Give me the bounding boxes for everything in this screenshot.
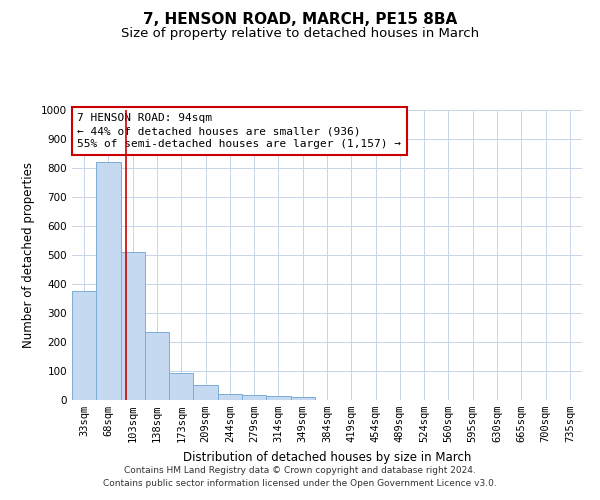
Bar [242,395,266,400]
Text: Size of property relative to detached houses in March: Size of property relative to detached ho… [121,28,479,40]
Bar [72,291,96,400]
Bar [266,396,290,400]
Bar [96,162,121,400]
Bar [290,397,315,400]
Text: 7, HENSON ROAD, MARCH, PE15 8BA: 7, HENSON ROAD, MARCH, PE15 8BA [143,12,457,28]
Text: Contains HM Land Registry data © Crown copyright and database right 2024.
Contai: Contains HM Land Registry data © Crown c… [103,466,497,487]
Bar [169,374,193,400]
Bar [218,394,242,400]
Bar [193,385,218,400]
Bar [121,252,145,400]
Text: 7 HENSON ROAD: 94sqm
← 44% of detached houses are smaller (936)
55% of semi-deta: 7 HENSON ROAD: 94sqm ← 44% of detached h… [77,113,401,150]
Bar [145,332,169,400]
X-axis label: Distribution of detached houses by size in March: Distribution of detached houses by size … [183,450,471,464]
Y-axis label: Number of detached properties: Number of detached properties [22,162,35,348]
